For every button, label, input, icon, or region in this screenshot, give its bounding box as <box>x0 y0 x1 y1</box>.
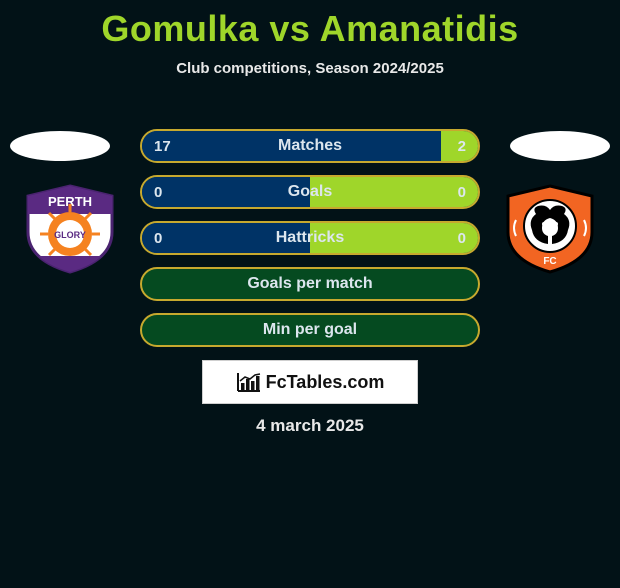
left-club-badge: PERTH GLORY <box>20 184 120 274</box>
svg-text:FC: FC <box>543 256 556 267</box>
stat-value-left: 0 <box>154 223 162 253</box>
stat-row-goals-per-match: Goals per match <box>140 267 480 301</box>
stat-row-matches: Matches17 2 <box>140 129 480 163</box>
stat-label: Matches <box>142 131 478 161</box>
stat-label: Goals per match <box>142 269 478 299</box>
stat-value-right: 0 <box>458 223 466 253</box>
title-left: Gomulka <box>101 8 259 49</box>
stat-row-min-per-goal: Min per goal <box>140 313 480 347</box>
title-right: Amanatidis <box>320 8 519 49</box>
date-line: 4 march 2025 <box>0 416 620 436</box>
brand-text: FcTables.com <box>266 372 385 393</box>
stat-row-hattricks: Hattricks0 0 <box>140 221 480 255</box>
stat-label: Hattricks <box>142 223 478 253</box>
stat-value-right: 0 <box>458 177 466 207</box>
stat-value-left: 17 <box>154 131 171 161</box>
stat-value-left: 0 <box>154 177 162 207</box>
stat-label: Min per goal <box>142 315 478 345</box>
stat-row-goals: Goals0 0 <box>140 175 480 209</box>
left-player-placeholder <box>10 131 110 161</box>
subtitle: Club competitions, Season 2024/2025 <box>0 60 620 77</box>
stats-container: Matches172Goals00Hattricks00Goals per ma… <box>140 129 480 359</box>
title-vs: vs <box>269 8 310 49</box>
stat-label: Goals <box>142 177 478 207</box>
brand-box[interactable]: FcTables.com <box>202 360 418 404</box>
page-title: Gomulka vs Amanatidis <box>0 8 620 50</box>
svg-text:GLORY: GLORY <box>54 230 86 240</box>
stat-value-right: 2 <box>458 131 466 161</box>
right-club-badge: FC <box>500 184 600 274</box>
brand-chart-icon <box>236 371 262 393</box>
right-player-placeholder <box>510 131 610 161</box>
